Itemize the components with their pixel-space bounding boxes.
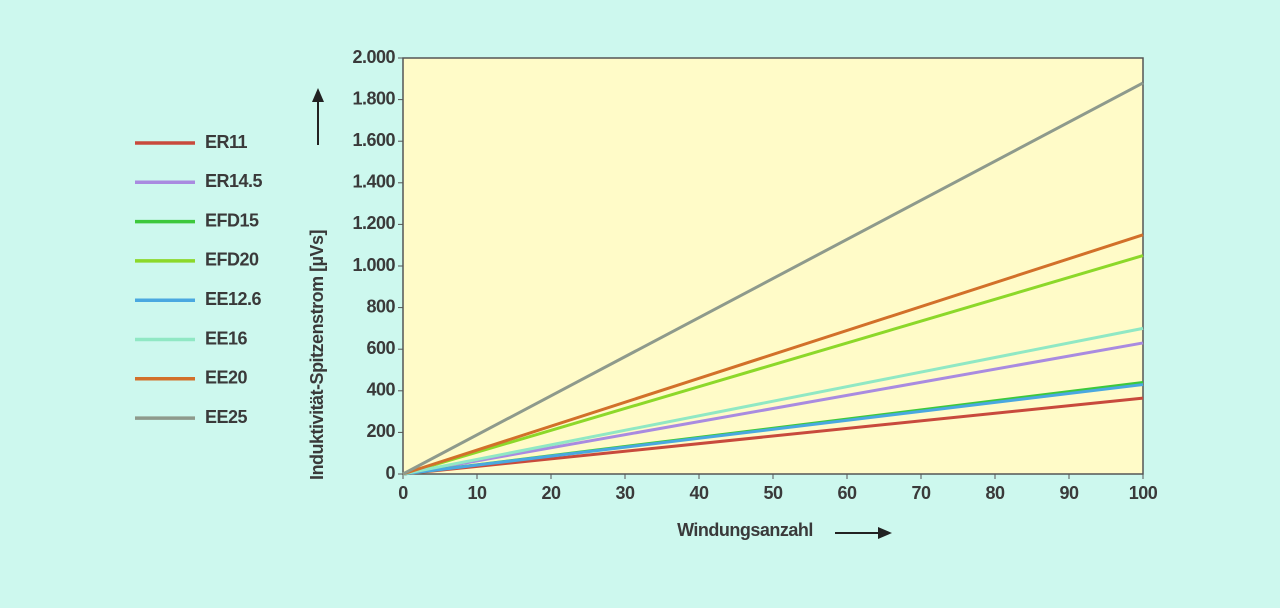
x-tick-label: 70 xyxy=(911,483,931,503)
line xyxy=(402,341,1144,476)
line xyxy=(402,233,1144,476)
y-tick-label: 1.200 xyxy=(352,213,395,233)
y-tick-label: 600 xyxy=(366,338,395,358)
line xyxy=(402,254,1144,476)
y-tick-label: 1.600 xyxy=(352,130,395,150)
y-tick-label: 200 xyxy=(366,421,395,441)
y-tick-label: 0 xyxy=(385,463,395,483)
legend-label: EE20 xyxy=(205,368,248,388)
x-tick-label: 30 xyxy=(615,483,635,503)
x-tick-label: 20 xyxy=(541,483,561,503)
x-tick-label: 0 xyxy=(398,483,408,503)
y-tick-label: 2.000 xyxy=(352,47,395,67)
legend-label: EE12.6 xyxy=(205,289,262,309)
x-tick-label: 90 xyxy=(1059,483,1079,503)
x-tick-label: 100 xyxy=(1129,483,1158,503)
line xyxy=(402,383,1144,476)
legend-label: EFD20 xyxy=(205,250,259,270)
x-arrow xyxy=(835,527,892,539)
x-tick-label: 60 xyxy=(837,483,857,503)
line xyxy=(402,81,1144,476)
x-axis-label: Windungsanzahl xyxy=(677,520,813,540)
line xyxy=(402,396,1144,476)
x-tick-label: 80 xyxy=(985,483,1005,503)
legend-label: EE25 xyxy=(205,407,248,427)
legend-label: EE16 xyxy=(205,328,248,348)
x-tick-label: 50 xyxy=(763,483,783,503)
line xyxy=(402,326,1144,476)
plot-area xyxy=(402,57,1144,475)
y-axis-label: Induktivität-Spitzenstrom [µVs] xyxy=(307,230,327,480)
legend-label: ER11 xyxy=(205,132,248,152)
y-tick-label: 400 xyxy=(366,380,395,400)
x-tick-label: 10 xyxy=(467,483,487,503)
legend-label: EFD15 xyxy=(205,210,259,230)
legend-label: ER14.5 xyxy=(205,171,263,191)
y-tick-label: 1.800 xyxy=(352,88,395,108)
y-tick-label: 1.000 xyxy=(352,255,395,275)
y-arrow xyxy=(312,88,324,145)
y-tick-label: 800 xyxy=(366,296,395,316)
x-tick-label: 40 xyxy=(689,483,709,503)
y-tick-label: 1.400 xyxy=(352,172,395,192)
